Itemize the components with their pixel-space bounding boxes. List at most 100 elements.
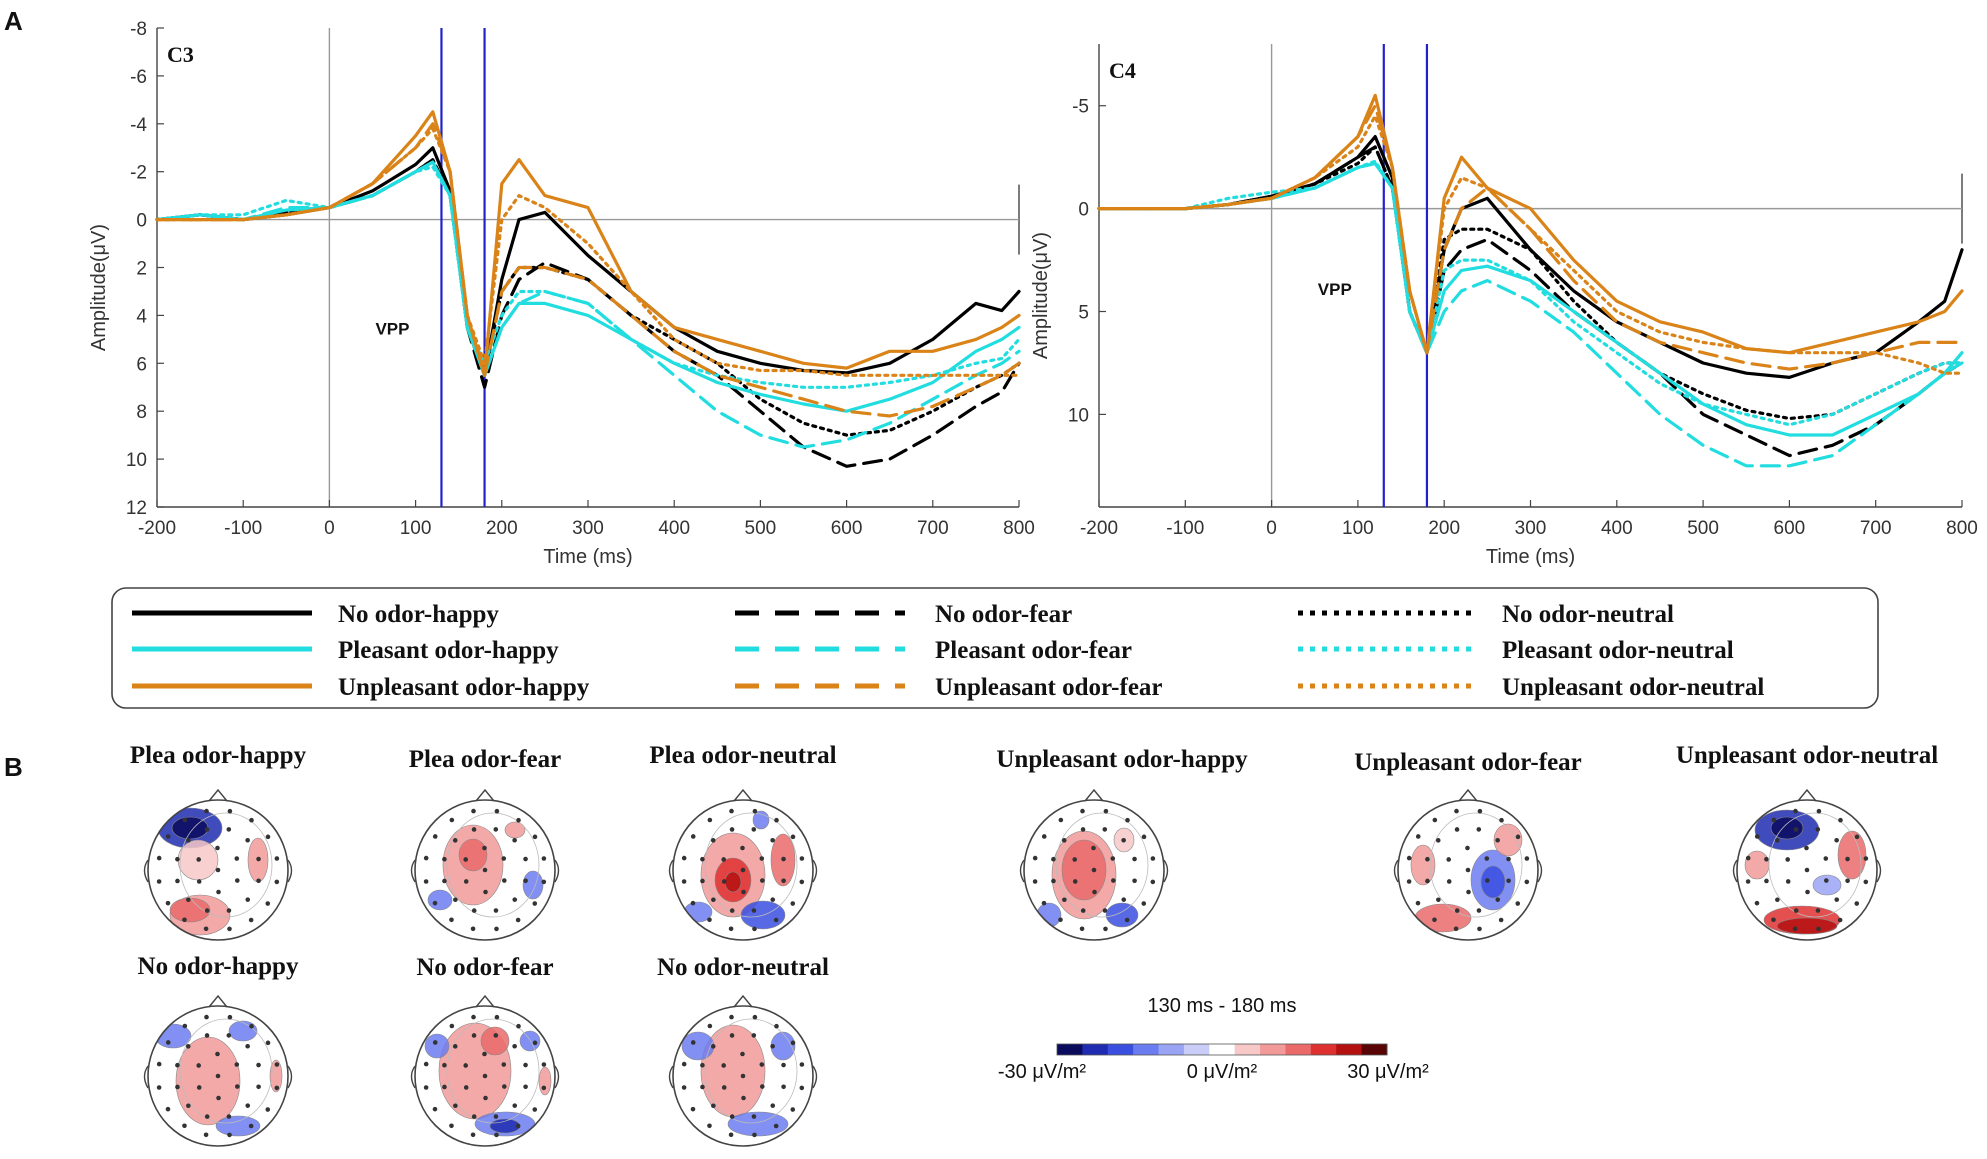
electrode	[452, 838, 458, 843]
vpp-annotation: VPP	[1318, 280, 1352, 299]
electrode	[711, 1103, 716, 1109]
electrode	[1141, 901, 1147, 906]
electrode	[248, 1123, 254, 1129]
electrode	[1854, 834, 1860, 840]
electrode	[512, 1103, 518, 1108]
electrode	[1091, 867, 1097, 873]
potential-region	[424, 1033, 450, 1059]
electrode	[182, 817, 188, 823]
c3-erp-chart: -200 -100 0 100 200 300 400 500 600 700 800-8-6-4-…	[88, 19, 1035, 568]
topomap-plea-odor-fear: Plea odor-fear	[409, 746, 561, 941]
series-line-unpleasant-odor-happy	[1097, 93, 1964, 355]
electrode	[494, 1132, 499, 1138]
electrode	[502, 1084, 507, 1089]
electrode	[1032, 879, 1038, 884]
electrode	[729, 908, 735, 913]
colorbar-title: 130 ms - 180 ms	[1148, 995, 1297, 1017]
electrode	[1051, 878, 1056, 884]
electrode	[265, 834, 271, 840]
electrode	[541, 1062, 547, 1067]
electrode	[452, 1044, 458, 1049]
panel-label-b: B	[4, 752, 23, 782]
electrode	[156, 1061, 162, 1067]
electrode	[770, 897, 776, 902]
y-tick-label: 5	[1078, 303, 1089, 324]
colorbar-cell	[1209, 1044, 1236, 1055]
electrode	[740, 1073, 746, 1079]
electrode	[1745, 879, 1751, 884]
electrode	[523, 856, 528, 862]
electrode	[1051, 856, 1056, 862]
potential-region	[1776, 917, 1838, 935]
right-ear	[1163, 859, 1169, 883]
electrode	[1415, 834, 1421, 839]
x-tick-label: 400	[658, 518, 690, 539]
topomap-unpleasant-odor-neutral: Unpleasant odor-neutral	[1676, 742, 1938, 941]
right-ear	[1537, 859, 1543, 883]
electrode	[770, 1103, 776, 1108]
electrode	[1072, 857, 1077, 862]
colorbar: 130 ms - 180 ms -30 μV/m² 0 μV/m² 30 μV/…	[998, 995, 1429, 1083]
nose	[1084, 788, 1104, 802]
potential-region	[215, 1115, 261, 1137]
colorbar-cell	[1107, 1044, 1134, 1055]
x-tick-label: -100	[1166, 518, 1204, 539]
electrode	[227, 1132, 232, 1138]
electrode	[234, 1062, 240, 1067]
electrode	[186, 1103, 191, 1109]
electrode	[1506, 856, 1511, 862]
electrode	[700, 1084, 705, 1090]
electrode	[483, 889, 488, 895]
electrode	[215, 845, 220, 851]
topomap-title: Unpleasant odor-fear	[1354, 749, 1582, 776]
y-tick-label: 0	[1078, 200, 1089, 221]
electrode	[493, 1114, 499, 1119]
electrode	[274, 1085, 280, 1091]
electrode	[423, 1061, 429, 1067]
electrode	[1102, 908, 1108, 913]
electrode	[1425, 878, 1430, 884]
electrode	[423, 879, 429, 884]
electrode	[1080, 908, 1086, 913]
electrode	[1506, 878, 1511, 884]
electrode	[203, 926, 209, 932]
electrode	[483, 1095, 488, 1101]
electrode	[196, 857, 201, 862]
electrode	[799, 856, 805, 861]
contour-line	[1768, 812, 1862, 918]
potential-region	[427, 889, 453, 911]
x-tick-label: -200	[138, 518, 176, 539]
electrode	[1764, 856, 1769, 862]
y-tick-label: 0	[136, 211, 147, 232]
electrode	[471, 1114, 477, 1119]
nose	[208, 994, 228, 1008]
electrode	[196, 879, 202, 884]
colorbar-cell	[1361, 1044, 1388, 1055]
electrode	[442, 878, 447, 884]
electrode	[1815, 827, 1821, 832]
electrode	[729, 1114, 735, 1119]
x-tick-label: 100	[1342, 518, 1374, 539]
electrode	[216, 889, 221, 895]
electrode	[274, 1062, 280, 1067]
electrode	[234, 856, 240, 861]
electrode	[226, 1114, 232, 1119]
electrode	[1079, 926, 1085, 932]
electrode	[690, 1040, 696, 1045]
legend-label: No odor-happy	[338, 601, 499, 628]
electrode	[470, 926, 476, 932]
electrode	[185, 1044, 191, 1049]
electrode	[1764, 878, 1769, 884]
electrode	[196, 1085, 202, 1090]
colorbar-cell	[1133, 1044, 1160, 1055]
electrode	[501, 856, 507, 861]
electrode	[493, 908, 499, 913]
electrode	[1834, 837, 1839, 843]
electrode	[256, 1084, 261, 1090]
electrode	[1774, 838, 1780, 843]
contour-line	[1429, 812, 1523, 918]
electrode	[215, 1073, 221, 1079]
electrode	[482, 867, 488, 873]
electrode	[185, 838, 191, 843]
potential-region	[1837, 830, 1867, 880]
